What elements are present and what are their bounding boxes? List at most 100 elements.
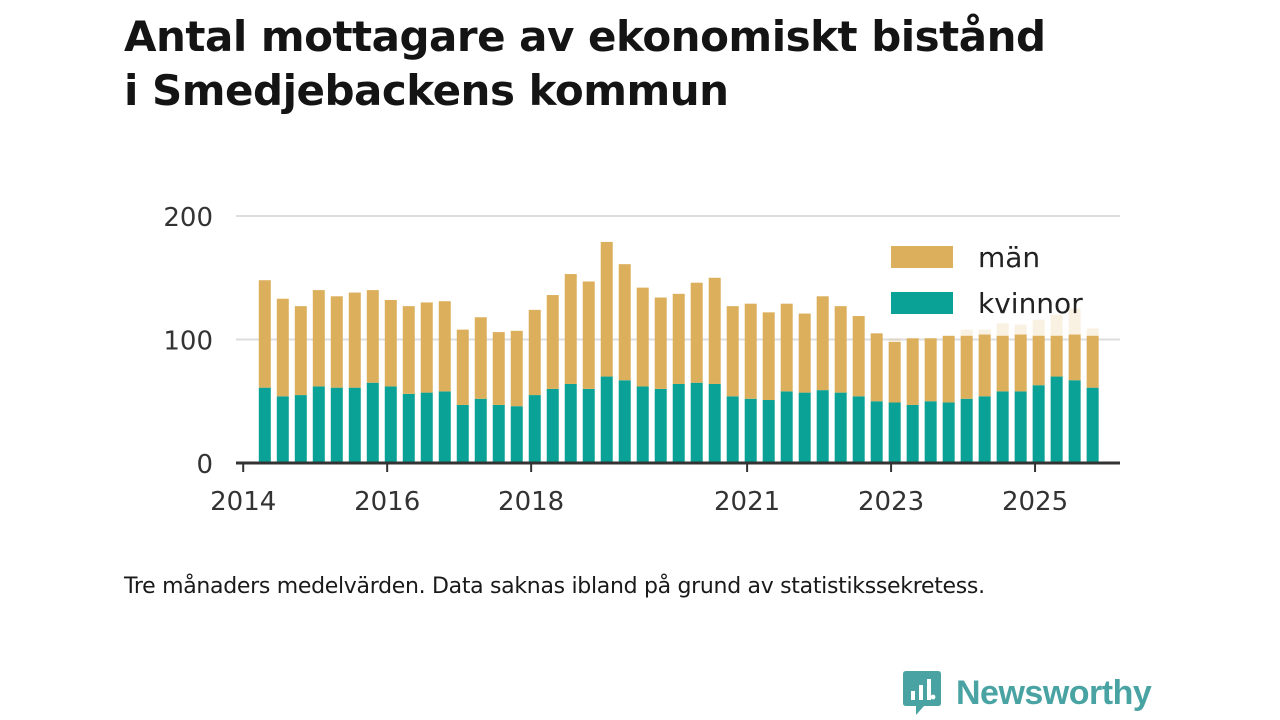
bar-man	[564, 274, 577, 384]
bar-kvinnor	[816, 390, 829, 463]
bar-man	[420, 302, 433, 393]
bar-man	[348, 292, 361, 388]
bar-man	[654, 297, 667, 389]
chart-title: Antal mottagare av ekonomiskt bistånd i …	[124, 10, 1224, 118]
legend-label-kvinnor: kvinnor	[978, 287, 1083, 320]
faded-bars	[888, 308, 1099, 463]
bar-man	[474, 317, 487, 399]
bar-man	[852, 316, 865, 397]
bar-kvinnor	[438, 391, 451, 463]
chart-caption: Tre månaders medelvärden. Data saknas ib…	[124, 574, 985, 599]
bar-kvinnor	[744, 398, 757, 463]
bar-man	[456, 329, 469, 405]
bar-man	[600, 241, 613, 377]
bar-man	[672, 293, 685, 384]
bar-kvinnor	[780, 391, 793, 463]
bar-man	[924, 338, 937, 402]
bar-kvinnor	[1050, 376, 1063, 463]
legend-label-man: män	[978, 241, 1040, 274]
bar-man	[960, 335, 973, 399]
bar-kvinnor	[942, 402, 955, 463]
bar-man	[834, 306, 847, 393]
chart-title-line-2: i Smedjebackens kommun	[124, 66, 729, 115]
newsworthy-logo-icon	[903, 671, 941, 715]
x-tick-label: 2021	[714, 487, 780, 517]
bar-kvinnor	[564, 383, 577, 463]
bar-kvinnor	[420, 392, 433, 463]
x-tick-label: 2014	[210, 487, 276, 517]
bar-kvinnor	[708, 383, 721, 463]
bar-man	[690, 282, 703, 383]
bar-man	[708, 277, 721, 384]
bar-man	[438, 301, 451, 392]
bar-kvinnor	[276, 396, 289, 463]
bar-man	[492, 332, 505, 405]
legend: män kvinnor	[891, 241, 1083, 320]
bar-man	[546, 295, 559, 389]
bar-man	[1086, 335, 1099, 388]
bar-man	[1032, 335, 1045, 386]
bar-man	[528, 309, 541, 396]
bar-man	[582, 281, 595, 389]
bar-kvinnor	[762, 400, 775, 463]
bar-kvinnor	[258, 387, 271, 463]
bar-kvinnor	[348, 387, 361, 463]
bar-kvinnor	[834, 392, 847, 463]
bar-kvinnor	[366, 382, 379, 463]
bar-kvinnor	[582, 388, 595, 463]
bar-man	[762, 312, 775, 401]
bar-kvinnor	[1086, 387, 1099, 463]
bar-kvinnor	[312, 386, 325, 463]
bar-kvinnor	[330, 387, 343, 463]
bar-man	[1050, 335, 1063, 377]
bars	[258, 241, 1099, 463]
bar-man	[978, 334, 991, 397]
bar-kvinnor	[726, 396, 739, 463]
brand-logo: Newsworthy	[902, 668, 1152, 718]
bar-kvinnor	[690, 382, 703, 463]
chart-title-line-1: Antal mottagare av ekonomiskt bistånd	[124, 12, 1046, 61]
bar-kvinnor	[528, 395, 541, 463]
bar-kvinnor	[618, 380, 631, 463]
legend-swatch-kvinnor	[891, 292, 953, 314]
y-tick-label: 200	[163, 203, 213, 233]
bar-kvinnor	[510, 406, 523, 463]
bar-man	[618, 264, 631, 381]
bar-man	[312, 290, 325, 387]
bar-man	[258, 280, 271, 388]
bar-man	[636, 287, 649, 387]
legend-swatch-man	[891, 246, 953, 268]
bar-man	[366, 290, 379, 383]
bar-kvinnor	[996, 391, 1009, 463]
bar-man	[276, 298, 289, 397]
bar-man	[510, 330, 523, 407]
bar-man	[402, 306, 415, 394]
bar-kvinnor	[1068, 380, 1081, 463]
bar-kvinnor	[492, 404, 505, 463]
y-axis-tick-labels: 0 100 200	[163, 203, 213, 480]
bar-kvinnor	[600, 376, 613, 463]
bar-kvinnor	[654, 388, 667, 463]
y-tick-label: 0	[196, 450, 213, 480]
bar-man	[888, 341, 901, 403]
bar-man	[906, 338, 919, 405]
bar-kvinnor	[960, 398, 973, 463]
bar-man	[798, 313, 811, 393]
bar-kvinnor	[888, 402, 901, 463]
bar-man	[744, 303, 757, 399]
bar-kvinnor	[798, 392, 811, 463]
bar-man	[1014, 334, 1027, 392]
bar-kvinnor	[978, 396, 991, 463]
bar-kvinnor	[1032, 385, 1045, 463]
bar-man	[870, 333, 883, 402]
bar-kvinnor	[294, 395, 307, 463]
bar-kvinnor	[384, 386, 397, 463]
bar-kvinnor	[402, 393, 415, 463]
bar-kvinnor	[906, 404, 919, 463]
x-tick-label: 2016	[354, 487, 420, 517]
bar-man	[780, 303, 793, 392]
bar-kvinnor	[1014, 391, 1027, 463]
bar-kvinnor	[456, 404, 469, 463]
bar-man	[1068, 334, 1081, 381]
x-tick-label: 2025	[1002, 487, 1068, 517]
